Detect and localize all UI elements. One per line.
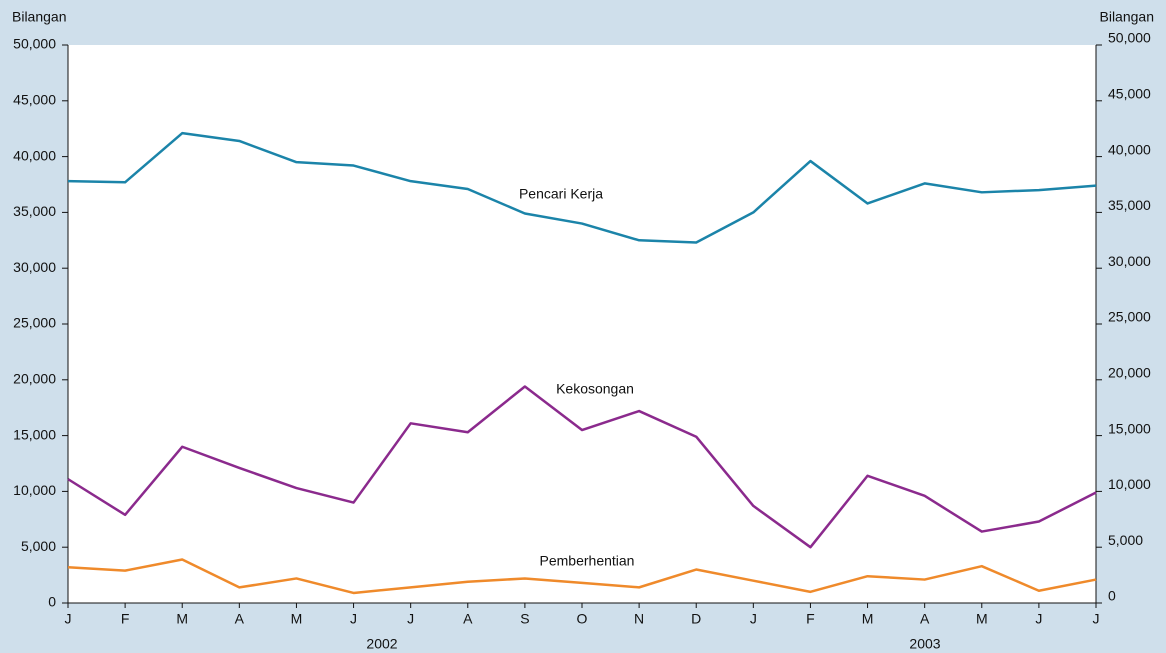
y-tick-label: 45,000 (13, 92, 56, 108)
plot-area (68, 45, 1096, 603)
x-tick-label: M (176, 611, 188, 627)
x-tick-label: J (350, 611, 357, 627)
x-tick-label: J (1093, 611, 1100, 627)
y2-tick-label: 5,000 (1108, 532, 1143, 548)
y-tick-label: 35,000 (13, 203, 56, 219)
y2-axis-title: Bilangan (1100, 9, 1155, 25)
x-tick-label: N (634, 611, 644, 627)
x-tick-label: A (920, 611, 930, 627)
y2-tick-label: 30,000 (1108, 253, 1151, 269)
y2-tick-label: 15,000 (1108, 420, 1151, 436)
y-tick-label: 5,000 (21, 538, 56, 554)
y2-tick-label: 45,000 (1108, 86, 1151, 102)
x-tick-label: M (976, 611, 988, 627)
y2-tick-label: 40,000 (1108, 141, 1151, 157)
x-group-label: 2002 (366, 636, 397, 652)
y-tick-label: 10,000 (13, 482, 56, 498)
x-tick-label: F (806, 611, 815, 627)
series-line (67, 131, 1097, 244)
x-tick-label: M (862, 611, 874, 627)
y2-tick-label: 0 (1108, 588, 1116, 604)
x-tick-label: O (577, 611, 588, 627)
x-tick-label: J (750, 611, 757, 627)
y2-tick-label: 20,000 (1108, 365, 1151, 381)
x-tick-label: A (235, 611, 245, 627)
y2-tick-label: 35,000 (1108, 197, 1151, 213)
x-tick-label: J (1035, 611, 1042, 627)
x-tick-label: M (291, 611, 303, 627)
x-tick-label: A (463, 611, 473, 627)
x-tick-label: F (121, 611, 130, 627)
y-tick-label: 0 (48, 594, 56, 610)
y-tick-label: 50,000 (13, 36, 56, 52)
x-tick-label: S (520, 611, 529, 627)
y-tick-label: 25,000 (13, 315, 56, 331)
x-group-label: 2003 (909, 636, 940, 652)
x-tick-label: J (65, 611, 72, 627)
x-tick-label: D (691, 611, 701, 627)
series-line (67, 385, 1097, 549)
y-axis-title: Bilangan (12, 9, 67, 25)
y-tick-label: 30,000 (13, 259, 56, 275)
series-label: Pemberhentian (540, 553, 635, 569)
y2-tick-label: 50,000 (1108, 30, 1151, 46)
y2-tick-label: 25,000 (1108, 309, 1151, 325)
y-tick-label: 40,000 (13, 147, 56, 163)
y-tick-label: 20,000 (13, 371, 56, 387)
series-line (67, 558, 1097, 595)
series-label: Pencari Kerja (519, 186, 603, 202)
x-tick-label: J (407, 611, 414, 627)
series-label: Kekosongan (556, 381, 634, 397)
y-tick-label: 15,000 (13, 426, 56, 442)
y2-tick-label: 10,000 (1108, 476, 1151, 492)
